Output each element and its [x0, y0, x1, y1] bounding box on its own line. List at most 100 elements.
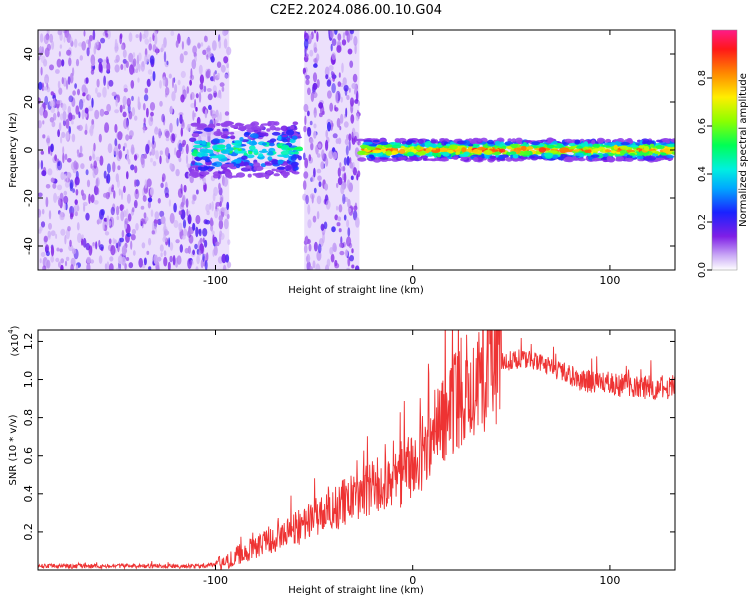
- heatmap-cell: [131, 228, 136, 235]
- heatmap-cell: [343, 84, 349, 92]
- heatmap-cell: [303, 244, 308, 254]
- heatmap-cell: [118, 188, 121, 196]
- heatmap-cell: [176, 149, 182, 159]
- heatmap-cell: [216, 93, 220, 98]
- heatmap-cell: [355, 265, 360, 270]
- snr-y-tick-label: 1.2: [22, 333, 35, 351]
- heatmap-cell: [50, 143, 54, 153]
- heatmap-cell: [580, 142, 586, 147]
- heatmap-cell: [40, 160, 44, 170]
- heatmap-cell: [253, 148, 258, 154]
- heatmap-cell: [82, 237, 87, 248]
- heatmap-cell: [212, 40, 217, 51]
- heatmap-cell: [339, 126, 342, 131]
- heatmap-cell: [237, 148, 243, 152]
- heatmap-cell: [159, 80, 162, 89]
- heatmap-cell: [38, 208, 42, 218]
- heatmap-cell: [229, 135, 236, 140]
- heatmap-cell: [409, 146, 415, 150]
- heatmap-cell: [459, 153, 469, 158]
- heatmap-cell: [280, 125, 288, 132]
- snr-marks: [38, 330, 675, 570]
- heatmap-cell: [169, 242, 174, 251]
- heatmap-cell: [253, 165, 264, 171]
- heatmap-cell: [75, 58, 80, 67]
- heatmap-cell: [206, 252, 209, 262]
- heatmap-cell: [351, 164, 354, 172]
- heatmap-cell: [76, 125, 81, 130]
- heatmap-cell: [48, 145, 51, 155]
- heatmap-cell: [277, 166, 286, 170]
- heatmap-cell: [316, 31, 319, 42]
- heatmap-cell: [343, 214, 347, 221]
- heatmap-cell: [90, 163, 93, 169]
- heatmap-cell: [95, 87, 98, 94]
- heatmap-cell: [84, 129, 88, 135]
- heatmap-cell: [290, 155, 297, 161]
- heatmap-cell: [379, 157, 389, 160]
- heatmap-cell: [313, 130, 317, 139]
- heatmap-cell: [69, 213, 74, 220]
- heatmap-cell: [442, 151, 450, 157]
- heatmap-cell: [97, 58, 103, 64]
- heatmap-cell: [80, 163, 85, 170]
- heatmap-cell: [349, 255, 354, 262]
- heatmap-cell: [195, 266, 199, 270]
- heatmap-cell: [353, 205, 358, 211]
- heatmap-cell: [40, 252, 46, 257]
- heatmap-cell: [218, 40, 222, 49]
- heatmap-cell: [62, 152, 65, 164]
- heatmap-cell: [157, 198, 161, 204]
- heatmap-cell: [511, 157, 520, 162]
- heatmap-cell: [47, 230, 52, 238]
- colorbar-tick-label: 0.8: [697, 70, 708, 86]
- heatmap-cell: [106, 261, 110, 270]
- heatmap-cell: [144, 87, 149, 94]
- heatmap-cell: [202, 228, 208, 237]
- heatmap-cell: [108, 238, 112, 245]
- heatmap-cell: [221, 149, 230, 154]
- heatmap-cell: [175, 239, 180, 244]
- heatmap-cell: [77, 88, 80, 96]
- heatmap-cell: [329, 30, 335, 39]
- heatmap-cell: [349, 60, 354, 68]
- heatmap-cell: [636, 155, 644, 160]
- heatmap-cell: [193, 144, 203, 148]
- heatmap-cell: [84, 112, 88, 118]
- heatmap-cell: [61, 103, 67, 112]
- heatmap-cell: [309, 33, 312, 40]
- heatmap-cell: [114, 109, 119, 114]
- heatmap-cell: [343, 121, 349, 128]
- heatmap-cell: [44, 77, 49, 83]
- heatmap-cell: [346, 179, 351, 189]
- heatmap-cell: [150, 111, 154, 117]
- heatmap-cell: [57, 161, 61, 167]
- heatmap-cell: [119, 33, 123, 39]
- heatmap-cell: [126, 232, 132, 237]
- heatmap-cell: [114, 138, 118, 147]
- heatmap-cell: [81, 237, 84, 246]
- heatmap-cell: [227, 239, 231, 246]
- heatmap-cell: [118, 237, 122, 247]
- heatmap-cell: [39, 106, 45, 116]
- heatmap-cell: [210, 224, 214, 232]
- heatmap-cell: [68, 57, 72, 67]
- heatmap-cell: [185, 154, 189, 165]
- heatmap-cell: [104, 122, 110, 133]
- heatmap-cell: [506, 146, 512, 149]
- heatmap-cell: [72, 90, 76, 96]
- heatmap-cell: [339, 242, 343, 248]
- heatmap-cell: [345, 145, 349, 156]
- heatmap-cell: [337, 177, 343, 186]
- heatmap-cell: [143, 117, 146, 125]
- heatmap-cell: [420, 155, 429, 159]
- heatmap-cell: [61, 77, 64, 85]
- heatmap-cell: [181, 235, 186, 240]
- heatmap-y-tick-label: -40: [22, 237, 35, 255]
- heatmap-cell: [329, 247, 334, 255]
- heatmap-cell: [39, 258, 42, 264]
- heatmap-cell: [159, 100, 163, 107]
- heatmap-cell: [331, 52, 336, 61]
- heatmap-cell: [40, 150, 44, 155]
